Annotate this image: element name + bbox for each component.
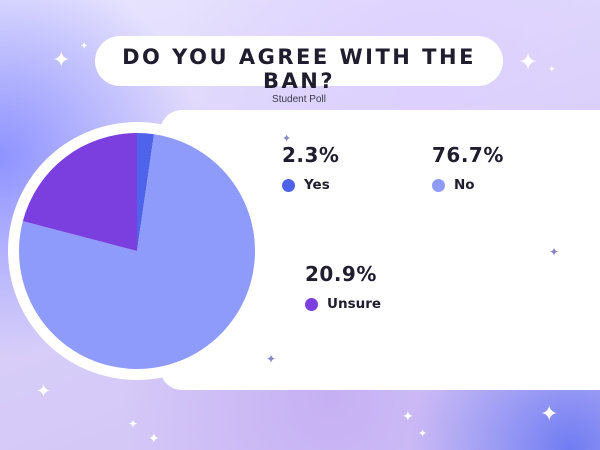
sparkle-icon: ✦ [148,431,160,447]
sparkle-icon: ✦ [549,245,560,259]
legend-no-value: 76.7% [432,143,504,167]
pie-slice-unsure [22,133,138,251]
sparkle-icon: ✦ [402,409,414,425]
sparkle-icon: ✦ [540,402,559,427]
legend-unsure-value: 20.9% [305,262,377,286]
pie-slice-no [19,134,255,369]
legend-no: 76.7% No [432,143,504,193]
sparkle-icon: ✦ [36,381,52,402]
legend-yes-label: Yes [304,177,330,193]
chart-subtitle: Student Poll [272,94,326,105]
sparkle-icon: ✦ [52,48,71,73]
sparkle-icon: ✦ [128,417,139,431]
legend-unsure-swatch [305,297,318,311]
sparkle-icon: ✦ [518,48,539,76]
sparkle-icon: ✦ [418,427,428,440]
legend-no-label-row: No [432,177,504,193]
legend-unsure: 20.9% Unsure [305,262,381,312]
legend-no-label: No [454,177,475,193]
legend-yes-label-row: Yes [282,177,339,193]
pie-chart [19,133,255,369]
pie-slice-yes [137,133,155,251]
legend-yes: 2.3% Yes [282,143,339,193]
legend-unsure-label: Unsure [327,296,382,312]
pie-container [8,122,266,380]
sparkle-icon: ✦ [266,352,277,366]
sparkle-icon: ✦ [282,132,292,145]
sparkle-icon: ✦ [80,41,89,52]
legend-no-swatch [432,178,445,192]
chart-title: DO YOU AGREE WITH THE BAN? [122,45,476,93]
legend-yes-value: 2.3% [282,143,340,167]
legend-yes-swatch [282,178,295,192]
sparkle-icon: ✦ [548,65,556,75]
legend-unsure-label-row: Unsure [305,296,381,312]
title-card: DO YOU AGREE WITH THE BAN? Student Poll [95,36,503,105]
